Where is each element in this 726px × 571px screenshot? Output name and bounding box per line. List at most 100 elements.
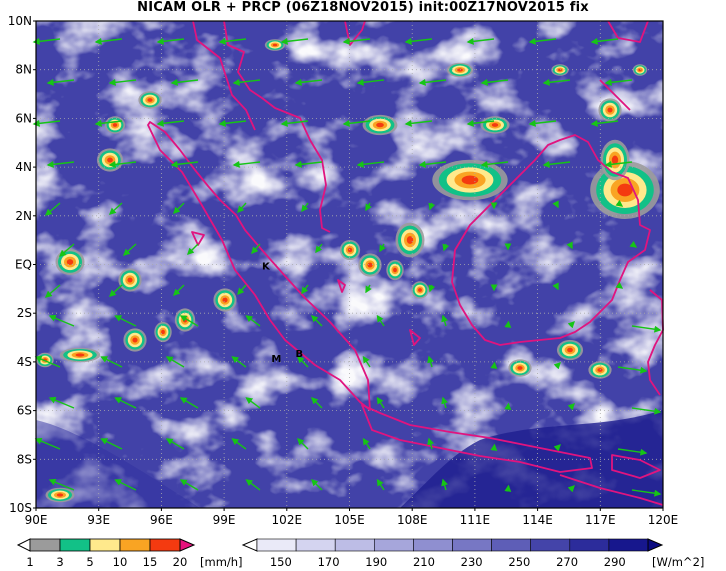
colorbar-tick-label: 10 xyxy=(113,555,128,569)
colorbar-tick-label: 1 xyxy=(26,555,33,569)
wind-arrow xyxy=(218,119,247,127)
wind-arrow xyxy=(379,243,386,253)
rain-cell-core xyxy=(461,175,479,185)
longitude-label: 90E xyxy=(25,513,48,527)
wind-arrow xyxy=(480,78,509,86)
wind-arrow xyxy=(44,284,61,298)
place-label: M xyxy=(271,354,281,365)
colorbar-swatch xyxy=(608,538,649,552)
wind-arrow xyxy=(490,361,498,369)
wind-arrow xyxy=(32,119,61,127)
colorbar-tick-label: 20 xyxy=(173,555,188,569)
wind-arrow xyxy=(46,160,75,168)
rain-cell-core xyxy=(607,107,613,113)
wind-arrow xyxy=(187,243,199,255)
wind-arrow xyxy=(631,407,662,415)
colorbar-swatch xyxy=(59,538,91,552)
colorbar-tick-label: 270 xyxy=(556,555,578,569)
wind-arrow xyxy=(542,160,571,168)
wind-arrow xyxy=(100,438,123,450)
rain-cell-core xyxy=(418,288,422,292)
wind-arrow xyxy=(466,37,495,45)
wind-arrow xyxy=(179,315,199,327)
wind-arrow xyxy=(315,243,323,254)
wind-arrow xyxy=(179,397,199,409)
colorbar-tick-label: 210 xyxy=(413,555,435,569)
colorbar-swatch xyxy=(89,538,121,552)
olr-colorbar: 150 170 190 210 230 250 270 290 [W/m^2] xyxy=(241,538,704,569)
wind-arrow xyxy=(237,284,247,296)
colorbar-tick-label: 15 xyxy=(143,555,158,569)
wind-arrow xyxy=(48,314,75,327)
wind-arrow xyxy=(376,314,385,327)
rain-cell-core xyxy=(611,155,619,165)
wind-arrow xyxy=(179,479,199,491)
wind-arrow xyxy=(376,478,385,491)
rain-cell-core xyxy=(161,329,165,335)
wind-arrow xyxy=(218,37,247,45)
longitude-axis-labels: 90E 93E 96E 99E 102E 105E 108E 111E 114E 117E 120E xyxy=(25,508,679,527)
lat-lon-grid xyxy=(36,21,663,508)
wind-arrow xyxy=(251,243,261,255)
wind-arrow xyxy=(165,438,185,450)
wind-arrow xyxy=(629,240,638,248)
wind-arrow xyxy=(428,284,436,293)
longitude-label: 108E xyxy=(397,513,428,527)
wind-arrow xyxy=(34,355,61,368)
latitude-axis-labels: 10N 8N 6N 4N 2N EQ 2S 4S 6S 8S 10S xyxy=(8,14,36,515)
latitude-label: 6S xyxy=(17,404,32,418)
colorbar-tick-label: 3 xyxy=(56,555,63,569)
colorbar-swatch xyxy=(334,538,375,552)
wind-arrow xyxy=(231,438,247,450)
wind-arrow xyxy=(442,243,450,252)
wind-arrow xyxy=(342,119,371,127)
wind-arrow xyxy=(365,284,372,294)
place-labels: K M B xyxy=(262,261,303,365)
coastlines xyxy=(147,20,664,506)
latitude-label: 8S xyxy=(17,452,32,466)
wind-arrow xyxy=(94,37,123,45)
colorbar-swatch xyxy=(413,538,453,552)
wind-arrow xyxy=(362,355,371,368)
latitude-label: 2N xyxy=(15,209,32,223)
wind-arrow xyxy=(108,78,137,86)
latitude-label: 4N xyxy=(15,160,32,174)
colorbar-tick-label: 150 xyxy=(270,555,292,569)
wind-arrow xyxy=(542,78,571,86)
longitude-label: 120E xyxy=(648,513,679,527)
wind-arrow xyxy=(114,397,137,409)
wind-arrow xyxy=(301,284,309,295)
wind-arrow xyxy=(165,356,185,368)
latitude-label: 10S xyxy=(9,501,32,515)
wind-arrow xyxy=(173,202,185,214)
wind-arrow xyxy=(48,396,75,409)
wind-arrow xyxy=(365,202,372,212)
wind-arrow xyxy=(114,479,137,491)
wind-arrow xyxy=(280,37,309,45)
wind-arrow xyxy=(567,485,575,493)
wind-arrow xyxy=(404,119,433,127)
colorbar-tick-label: 230 xyxy=(461,555,483,569)
longitude-label: 99E xyxy=(213,513,236,527)
rain-cell-core xyxy=(367,262,373,268)
wind-arrow xyxy=(237,202,247,214)
wind-arrow xyxy=(245,397,261,409)
colorbar-swatch xyxy=(149,538,181,552)
wind-arrow xyxy=(504,402,512,410)
wind-arrow xyxy=(342,37,371,45)
wind-arrow xyxy=(427,355,434,368)
rain-cell-core xyxy=(376,122,384,128)
rain-cell-core xyxy=(75,353,85,357)
colorbar-swatch xyxy=(569,538,610,552)
wind-arrow xyxy=(617,366,648,374)
wind-arrow xyxy=(504,484,512,492)
wind-arrow xyxy=(567,403,575,411)
wind-arrow xyxy=(232,78,261,86)
rain-cell-core xyxy=(222,297,228,303)
wind-arrow xyxy=(441,396,448,409)
wind-arrow xyxy=(615,199,624,207)
wind-arrow xyxy=(356,78,385,86)
latitude-label: 10N xyxy=(8,14,32,28)
wind-arrow xyxy=(245,315,261,327)
